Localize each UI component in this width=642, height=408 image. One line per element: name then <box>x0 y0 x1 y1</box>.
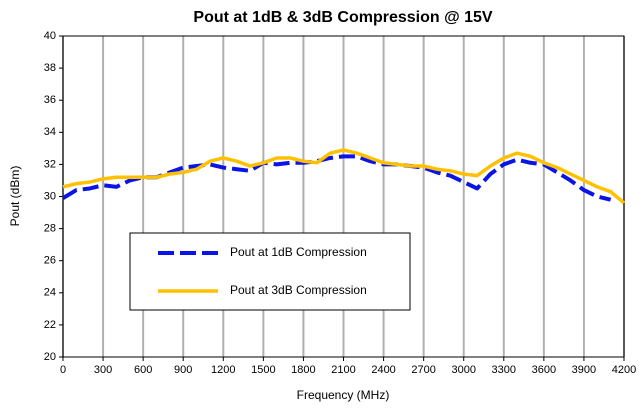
x-tick-label: 2400 <box>371 364 395 376</box>
x-tick-label: 600 <box>134 364 152 376</box>
y-tick-label: 36 <box>44 94 56 106</box>
y-axis-label: Pout (dBm) <box>8 166 22 227</box>
x-tick-label: 300 <box>94 364 112 376</box>
legend-label: Pout at 1dB Compression <box>230 245 367 259</box>
y-tick-label: 28 <box>44 223 56 235</box>
x-tick-label: 2100 <box>331 364 355 376</box>
x-tick-label: 1500 <box>251 364 275 376</box>
x-tick-label: 3600 <box>532 364 556 376</box>
y-tick-label: 24 <box>44 287 56 299</box>
y-tick-label: 38 <box>44 62 56 74</box>
series-line <box>62 148 626 205</box>
legend-label: Pout at 3dB Compression <box>230 283 367 297</box>
x-tick-label: 1800 <box>291 364 315 376</box>
x-tick-label: 3300 <box>492 364 516 376</box>
x-tick-label: 0 <box>60 364 66 376</box>
x-tick-label: 3000 <box>451 364 475 376</box>
y-tick-label: 26 <box>44 255 56 267</box>
x-tick-label: 3900 <box>572 364 596 376</box>
chart-title: Pout at 1dB & 3dB Compression @ 15V <box>193 9 493 26</box>
legend-box <box>129 232 411 311</box>
y-tick-label: 32 <box>44 158 56 170</box>
y-tick-label: 22 <box>44 319 56 331</box>
y-tick-label: 40 <box>44 30 56 42</box>
x-tick-label: 2700 <box>411 364 435 376</box>
y-tick-label: 20 <box>44 351 56 363</box>
x-tick-label: 900 <box>174 364 192 376</box>
x-axis-label: Frequency (MHz) <box>297 388 390 402</box>
y-tick-label: 34 <box>44 126 56 138</box>
x-tick-label: 4200 <box>612 364 636 376</box>
y-tick-label: 30 <box>44 190 56 202</box>
x-tick-label: 1200 <box>211 364 235 376</box>
